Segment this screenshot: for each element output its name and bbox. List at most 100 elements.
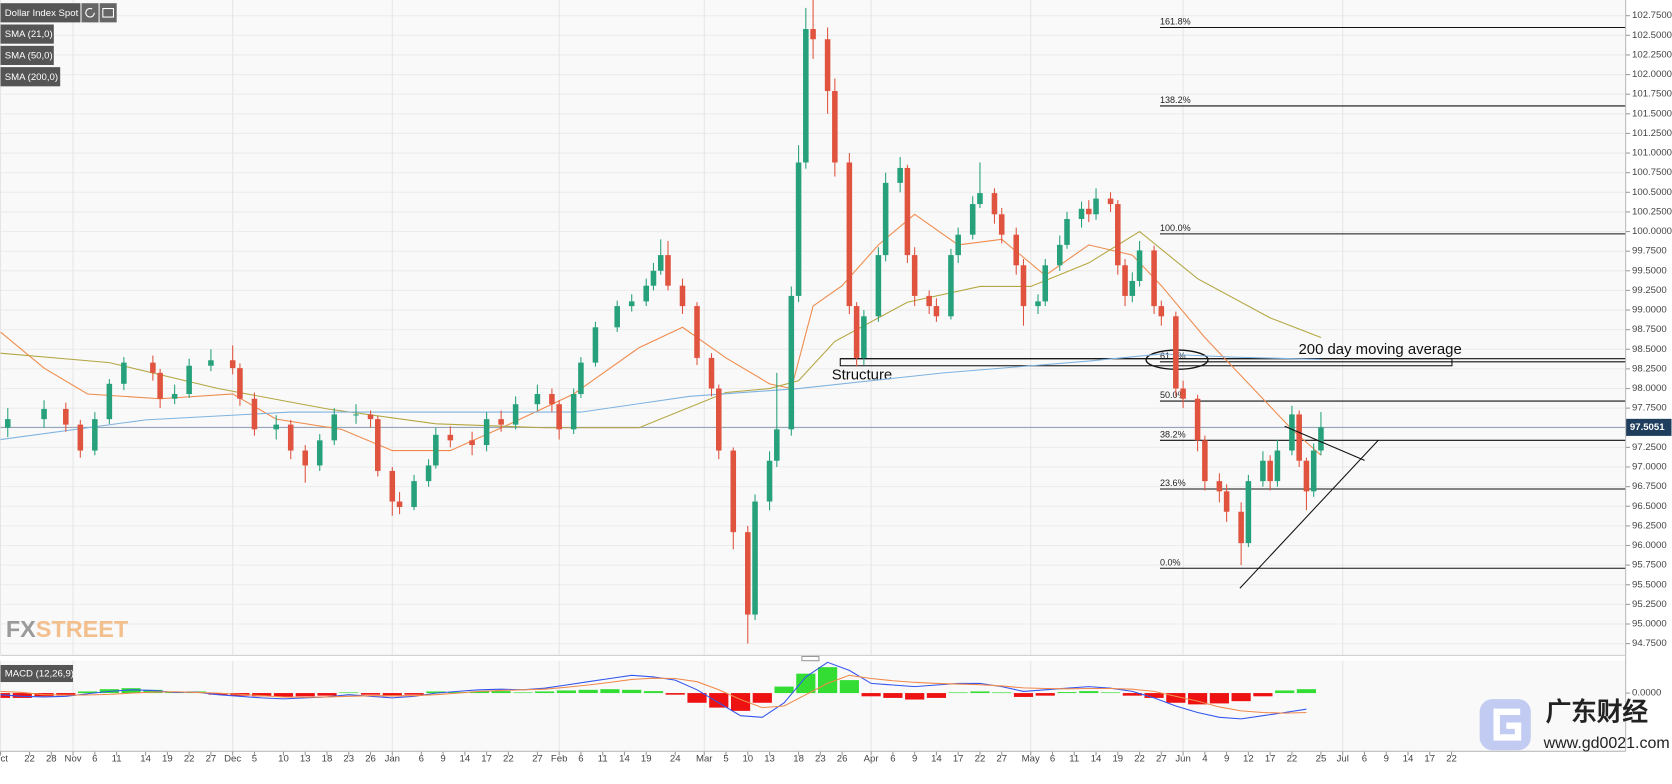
settings-button[interactable] — [99, 3, 117, 23]
candle-body — [1151, 250, 1157, 307]
macd-histogram-bar — [404, 693, 424, 695]
macd-histogram-bar — [252, 693, 272, 697]
x-tick-label: 22 — [184, 753, 195, 764]
logo-icon — [1479, 699, 1531, 751]
x-tick-label: Oct — [0, 753, 8, 764]
candle-body — [694, 306, 700, 358]
candle-body — [5, 419, 11, 428]
macd-histogram-bar — [556, 690, 577, 694]
candle-body — [1303, 460, 1310, 492]
watermark: FXSTREET — [6, 616, 129, 642]
candle-body — [1122, 265, 1128, 296]
macd-histogram-bar — [752, 693, 772, 703]
sma-box[interactable] — [0, 45, 54, 66]
macd-histogram-bar — [687, 693, 707, 703]
y-tick-label: 101.2500 — [1632, 128, 1672, 139]
symbol-title: Dollar Index Spot — [5, 8, 79, 19]
candle-body — [1245, 481, 1252, 544]
y-tick-label: 99.0000 — [1632, 305, 1667, 316]
macd-histogram-bar — [1122, 693, 1142, 696]
macd-histogram-bar — [12, 693, 32, 698]
candle-body — [157, 372, 163, 399]
x-tick-label: 17 — [481, 753, 492, 764]
structure-zone — [839, 358, 1453, 367]
x-tick-label: 5 — [723, 753, 728, 764]
macd-histogram-bar — [665, 693, 685, 695]
candle-body — [578, 362, 584, 395]
x-tick-label: 17 — [1265, 753, 1276, 764]
logo-name: 广东财经 — [1546, 698, 1649, 727]
y-tick-label: 98.5000 — [1632, 344, 1667, 355]
y-tick-label: 100.7500 — [1632, 167, 1672, 178]
sma-box[interactable] — [0, 24, 54, 44]
candle-body — [752, 501, 758, 615]
candle-body — [846, 162, 853, 307]
x-tick-label: 17 — [1424, 753, 1435, 764]
candle-body — [121, 362, 127, 384]
macd-box[interactable] — [0, 664, 73, 683]
x-tick-label: 22 — [24, 753, 35, 764]
candle-body — [1223, 491, 1230, 512]
y-tick-label: 102.2500 — [1632, 49, 1672, 60]
candle-body — [665, 255, 671, 286]
candle-body — [788, 295, 795, 430]
x-tick-label: 10 — [278, 753, 289, 764]
x-tick-label: Dec — [224, 753, 241, 764]
candle-body — [1260, 460, 1266, 482]
x-tick-label: 27 — [1156, 753, 1167, 764]
macd-histogram-bar — [295, 693, 315, 697]
sma-box[interactable] — [0, 67, 61, 87]
x-tick-label: 14 — [1091, 753, 1102, 764]
macd-histogram-bar — [1231, 693, 1251, 702]
watermark-street: STREET — [36, 616, 129, 642]
y-tick-label: 95.5000 — [1632, 579, 1667, 590]
x-tick-label: 6 — [1050, 753, 1055, 764]
candle-body — [92, 419, 98, 451]
x-tick-label: 27 — [206, 753, 217, 764]
x-tick-label: Apr — [864, 753, 880, 764]
candle-body — [186, 365, 192, 395]
macd-histogram-bar — [208, 693, 228, 695]
resize-handle[interactable] — [801, 655, 820, 662]
x-tick-label: 12 — [1243, 753, 1254, 764]
x-tick-label: 10 — [742, 753, 753, 764]
y-tick-label: 95.7500 — [1632, 560, 1667, 571]
x-tick-label: 14 — [931, 753, 942, 764]
x-tick-label: 19 — [641, 753, 652, 764]
macd-histogram-bar — [883, 693, 903, 698]
macd-histogram-bar — [360, 693, 381, 695]
macd-histogram-bar — [774, 686, 794, 694]
macd-histogram-bar — [1100, 692, 1121, 694]
y-tick-label: 100.0000 — [1632, 226, 1672, 237]
candle-body — [1042, 265, 1049, 302]
x-tick-label: 17 — [953, 753, 964, 764]
candle-body — [1318, 427, 1324, 451]
candle-body — [977, 193, 983, 205]
candle-body — [1274, 450, 1281, 482]
sma-label: SMA (21,0) — [5, 29, 53, 40]
candle-body — [106, 383, 113, 420]
candle-body — [1136, 250, 1143, 281]
x-tick-label: 18 — [793, 753, 804, 764]
macd-histogram-bar — [77, 691, 98, 694]
candle-body — [570, 394, 577, 430]
refresh-button[interactable] — [81, 3, 99, 23]
macd-line — [0, 674, 1307, 714]
candle-body — [1107, 198, 1114, 205]
annotation: 200 day moving average — [1298, 342, 1461, 358]
y-tick-label: 99.5000 — [1632, 265, 1667, 276]
x-tick-label: 24 — [670, 753, 681, 764]
x-tick-label: 22 — [503, 753, 514, 764]
symbol-box[interactable] — [0, 3, 81, 23]
x-tick-label: Feb — [551, 753, 568, 764]
y-tick-label: 95.0000 — [1632, 619, 1667, 630]
candle-body — [1078, 208, 1085, 219]
candle-body — [1180, 388, 1186, 399]
candle-body — [1064, 218, 1070, 245]
candle-body — [708, 357, 715, 389]
sma-label: SMA (200,0) — [5, 72, 58, 83]
candle-body — [549, 394, 555, 405]
macd-histogram-bar — [1253, 693, 1273, 697]
fib-label: 61.8% — [1160, 351, 1186, 361]
candle-body — [425, 465, 432, 482]
